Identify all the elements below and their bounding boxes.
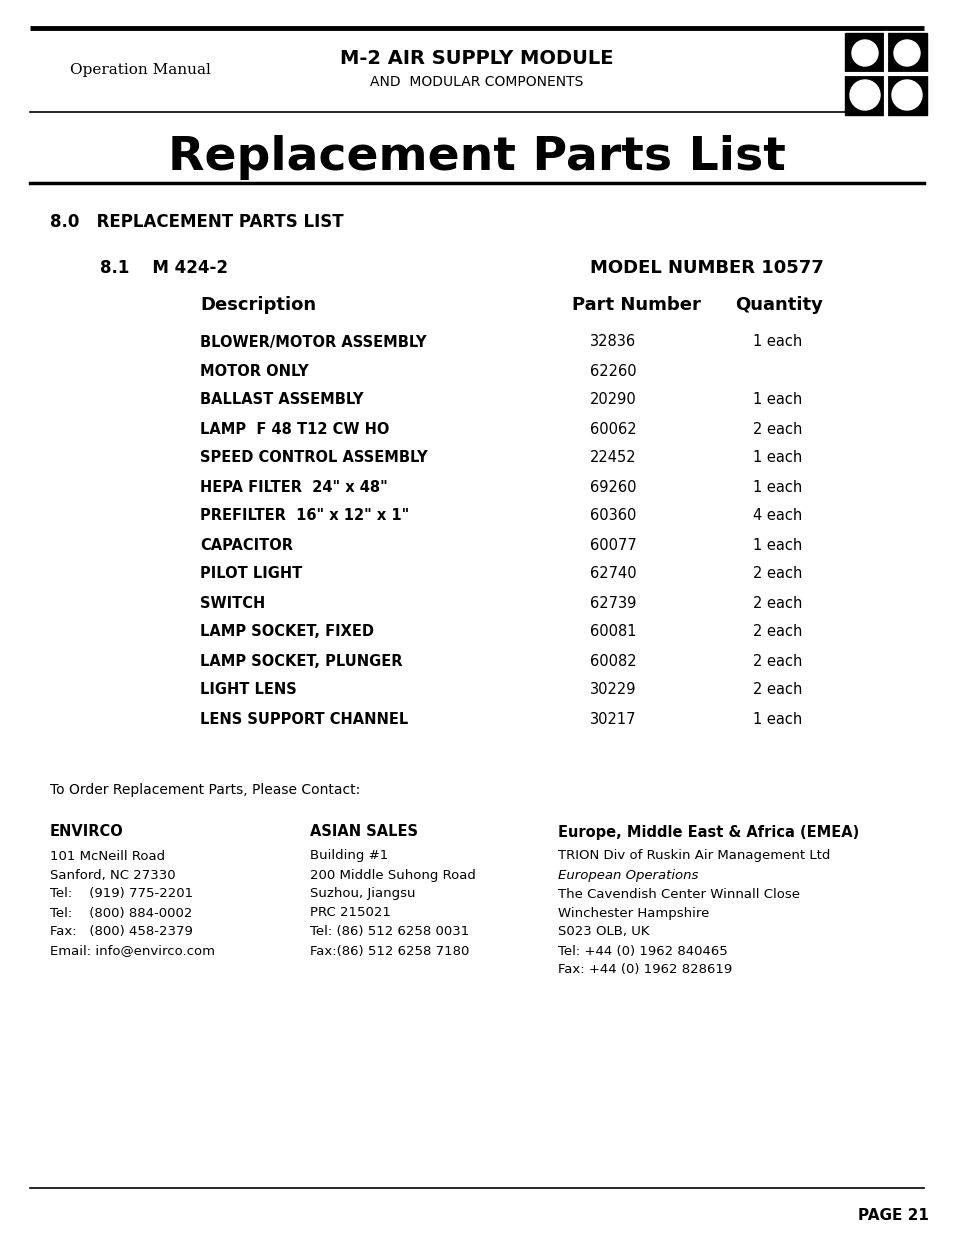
Text: Tel: (86) 512 6258 0031: Tel: (86) 512 6258 0031 (310, 925, 469, 939)
Text: 22452: 22452 (589, 451, 636, 466)
Text: 200 Middle Suhong Road: 200 Middle Suhong Road (310, 868, 476, 882)
Text: 60081: 60081 (589, 625, 636, 640)
Text: CAPACITOR: CAPACITOR (200, 537, 293, 552)
Text: Suzhou, Jiangsu: Suzhou, Jiangsu (310, 888, 416, 900)
Text: Replacement Parts List: Replacement Parts List (168, 136, 785, 180)
Text: The Cavendish Center Winnall Close: The Cavendish Center Winnall Close (558, 888, 800, 900)
Text: 30229: 30229 (589, 683, 636, 698)
Text: 1 each: 1 each (752, 537, 801, 552)
Text: 62740: 62740 (589, 567, 636, 582)
Text: 8.1    M 424-2: 8.1 M 424-2 (100, 259, 228, 277)
Text: 101 McNeill Road: 101 McNeill Road (50, 850, 165, 862)
Text: 2 each: 2 each (752, 567, 801, 582)
Text: Operation Manual: Operation Manual (70, 63, 211, 77)
Text: 60360: 60360 (589, 509, 636, 524)
Text: Fax:   (800) 458-2379: Fax: (800) 458-2379 (50, 925, 193, 939)
Text: Europe, Middle East & Africa (EMEA): Europe, Middle East & Africa (EMEA) (558, 825, 859, 840)
Circle shape (849, 80, 879, 110)
Text: Email: info@envirco.com: Email: info@envirco.com (50, 945, 214, 957)
Text: 1 each: 1 each (752, 393, 801, 408)
Text: Winchester Hampshire: Winchester Hampshire (558, 906, 709, 920)
Text: 2 each: 2 each (752, 421, 801, 436)
Text: Sanford, NC 27330: Sanford, NC 27330 (50, 868, 175, 882)
Text: AND  MODULAR COMPONENTS: AND MODULAR COMPONENTS (370, 75, 583, 89)
Text: Description: Description (200, 296, 315, 314)
Text: MOTOR ONLY: MOTOR ONLY (200, 363, 309, 378)
Text: 30217: 30217 (589, 711, 636, 726)
Text: ASIAN SALES: ASIAN SALES (310, 825, 417, 840)
Text: PAGE 21: PAGE 21 (857, 1208, 928, 1223)
Text: MODEL NUMBER 10577: MODEL NUMBER 10577 (589, 259, 822, 277)
Text: 60082: 60082 (589, 653, 636, 668)
Text: ENVIRCO: ENVIRCO (50, 825, 124, 840)
Text: 1 each: 1 each (752, 451, 801, 466)
Text: LAMP SOCKET, PLUNGER: LAMP SOCKET, PLUNGER (200, 653, 402, 668)
Text: Fax: +44 (0) 1962 828619: Fax: +44 (0) 1962 828619 (558, 963, 732, 977)
Text: 2 each: 2 each (752, 625, 801, 640)
Text: 4 each: 4 each (752, 509, 801, 524)
Text: PRC 215021: PRC 215021 (310, 906, 391, 920)
Text: 1 each: 1 each (752, 335, 801, 350)
Text: Tel:    (919) 775-2201: Tel: (919) 775-2201 (50, 888, 193, 900)
Text: 2 each: 2 each (752, 653, 801, 668)
Text: LENS SUPPORT CHANNEL: LENS SUPPORT CHANNEL (200, 711, 408, 726)
Text: 60062: 60062 (589, 421, 636, 436)
Circle shape (893, 40, 919, 65)
Text: LAMP  F 48 T12 CW HO: LAMP F 48 T12 CW HO (200, 421, 389, 436)
Text: 69260: 69260 (589, 479, 636, 494)
Text: 8.0   REPLACEMENT PARTS LIST: 8.0 REPLACEMENT PARTS LIST (50, 212, 343, 231)
Text: 20290: 20290 (589, 393, 636, 408)
Text: Tel: +44 (0) 1962 840465: Tel: +44 (0) 1962 840465 (558, 945, 727, 957)
Text: BLOWER/MOTOR ASSEMBLY: BLOWER/MOTOR ASSEMBLY (200, 335, 426, 350)
Text: S023 OLB, UK: S023 OLB, UK (558, 925, 649, 939)
Text: Tel:    (800) 884-0002: Tel: (800) 884-0002 (50, 906, 193, 920)
Text: Quantity: Quantity (734, 296, 822, 314)
Text: Fax:(86) 512 6258 7180: Fax:(86) 512 6258 7180 (310, 945, 469, 957)
Text: SPEED CONTROL ASSEMBLY: SPEED CONTROL ASSEMBLY (200, 451, 427, 466)
Text: LAMP SOCKET, FIXED: LAMP SOCKET, FIXED (200, 625, 374, 640)
Text: BALLAST ASSEMBLY: BALLAST ASSEMBLY (200, 393, 363, 408)
Text: Part Number: Part Number (572, 296, 700, 314)
Text: SWITCH: SWITCH (200, 595, 265, 610)
Text: 32836: 32836 (589, 335, 636, 350)
Text: M-2 AIR SUPPLY MODULE: M-2 AIR SUPPLY MODULE (340, 48, 613, 68)
Text: 2 each: 2 each (752, 595, 801, 610)
Text: 62260: 62260 (589, 363, 636, 378)
Text: HEPA FILTER  24" x 48": HEPA FILTER 24" x 48" (200, 479, 387, 494)
Text: 60077: 60077 (589, 537, 636, 552)
Text: PILOT LIGHT: PILOT LIGHT (200, 567, 302, 582)
Text: Building #1: Building #1 (310, 850, 388, 862)
Text: TRION Div of Ruskin Air Management Ltd: TRION Div of Ruskin Air Management Ltd (558, 850, 829, 862)
Text: To Order Replacement Parts, Please Contact:: To Order Replacement Parts, Please Conta… (50, 783, 360, 797)
Bar (844, 33, 926, 115)
Text: 2 each: 2 each (752, 683, 801, 698)
Text: European Operations: European Operations (558, 868, 698, 882)
Text: 1 each: 1 each (752, 479, 801, 494)
Circle shape (891, 80, 921, 110)
Text: LIGHT LENS: LIGHT LENS (200, 683, 296, 698)
Text: 1 each: 1 each (752, 711, 801, 726)
Text: 62739: 62739 (589, 595, 636, 610)
Text: PREFILTER  16" x 12" x 1": PREFILTER 16" x 12" x 1" (200, 509, 409, 524)
Circle shape (851, 40, 877, 65)
